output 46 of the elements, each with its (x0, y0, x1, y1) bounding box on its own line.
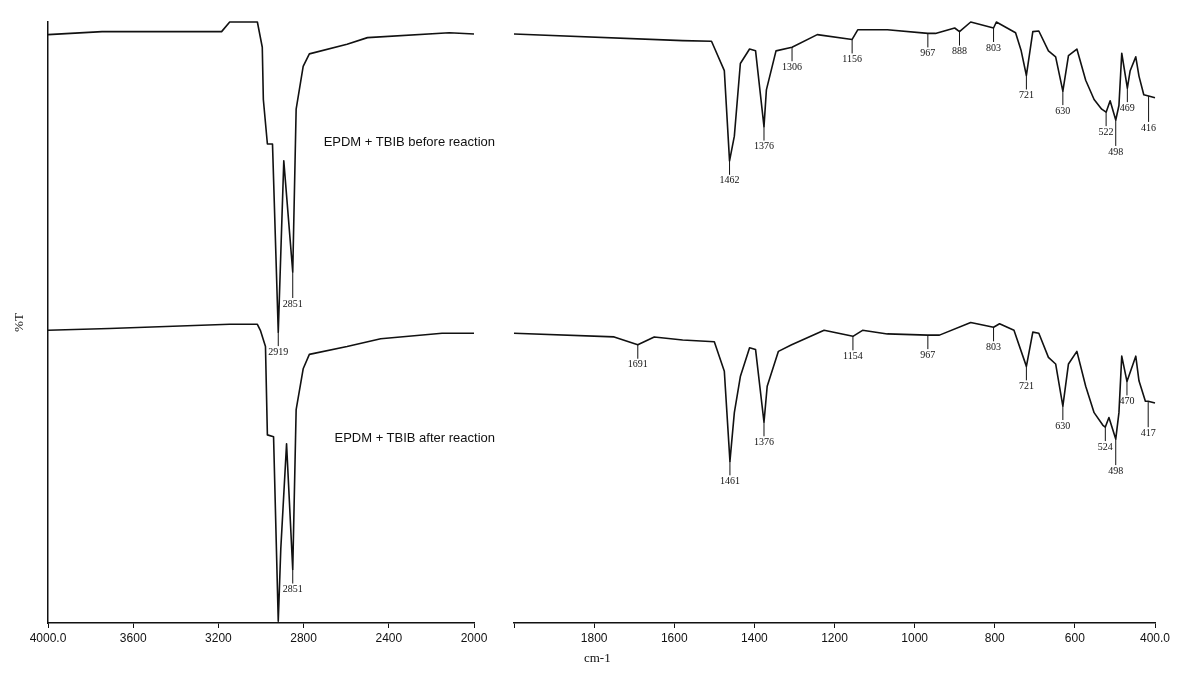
annotation: 1376 (753, 140, 774, 152)
annotation: 2919 (268, 345, 289, 357)
annotation: 1462 (719, 174, 740, 186)
annotation: 967 (920, 47, 936, 59)
annotation: 2851 (282, 297, 303, 309)
annotation: 498 (1108, 145, 1123, 157)
annotation: 498 (1108, 464, 1123, 476)
annotation: 803 (985, 340, 1001, 352)
annotation: 1154 (842, 349, 863, 361)
y-axis-title: %T (11, 313, 27, 332)
annotation: 469 (1119, 101, 1135, 113)
x-tick-label: 1200 (820, 630, 848, 645)
x-tick-label: 600 (1064, 630, 1085, 645)
x-axis-title: cm-1 (583, 649, 611, 665)
x-tick-label: 400.0 (1139, 630, 1171, 645)
x-tick-label: 2400 (375, 630, 403, 645)
annotation: 1691 (627, 358, 648, 370)
x-tick-label: 1400 (740, 630, 768, 645)
annotation: 417 (1140, 426, 1156, 438)
annotation: 2851 (282, 583, 303, 595)
annotation: 630 (1055, 419, 1071, 431)
annotation: 470 (1119, 395, 1135, 407)
annotation: 803 (985, 41, 1001, 53)
x-tick-label: 1800 (580, 630, 608, 645)
annotation: 524 (1097, 440, 1113, 452)
annotation: 721 (1018, 380, 1034, 391)
x-tick-label: 800 (984, 630, 1005, 645)
annotation: 967 (920, 348, 936, 360)
x-tick-label: 4000.0 (29, 630, 67, 645)
annotation: 630 (1055, 104, 1071, 116)
text: EPDM + TBIB after reaction (334, 430, 495, 446)
annotation: 1306 (781, 60, 802, 72)
annotation: 522 (1098, 125, 1114, 137)
annotation: 721 (1018, 89, 1034, 101)
annotation: 888 (951, 45, 967, 57)
annotation: 416 (1140, 121, 1156, 133)
x-tick-label: 2800 (290, 630, 318, 645)
x-tick-label: 2000 (460, 630, 488, 645)
x-tick-label: 3600 (119, 630, 147, 645)
x-tick-label: 1000 (901, 630, 929, 645)
annotation: 1156 (842, 53, 862, 65)
x-tick-label: 3200 (205, 630, 233, 645)
annotation: 1461 (719, 474, 740, 486)
text: EPDM + TBIB before reaction (323, 134, 495, 150)
x-tick-label: 1600 (660, 630, 688, 645)
annotation: 1376 (753, 435, 774, 447)
